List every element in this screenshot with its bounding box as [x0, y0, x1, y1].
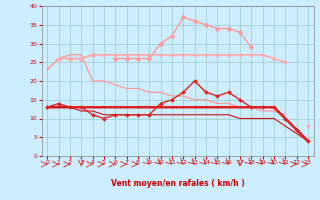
- X-axis label: Vent moyen/en rafales ( km/h ): Vent moyen/en rafales ( km/h ): [111, 179, 244, 188]
